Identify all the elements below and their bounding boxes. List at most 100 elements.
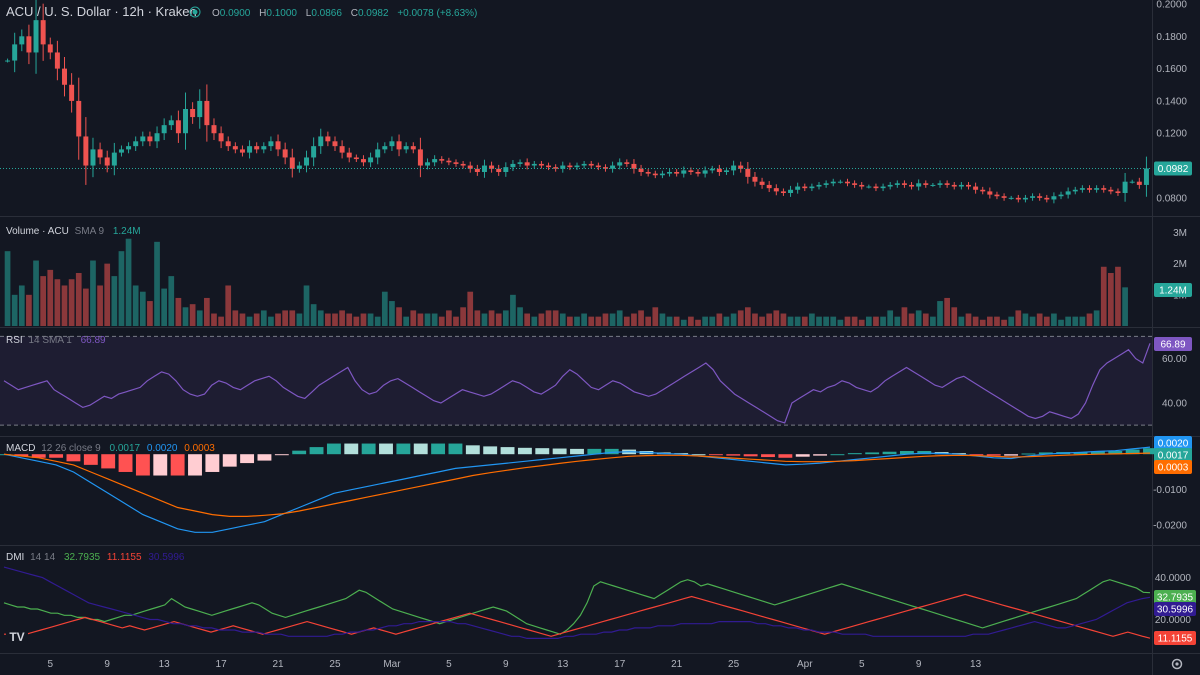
close-value: 0.0982 (358, 8, 389, 19)
candle-body (823, 183, 829, 185)
candle-body (375, 149, 381, 158)
volume-bar (289, 310, 296, 326)
candle-body (617, 162, 623, 166)
macd-histogram-bar (188, 454, 202, 476)
candle-body (745, 168, 751, 177)
volume-bar (652, 307, 659, 326)
dmi-tick-label: 40.0000 (1155, 573, 1192, 584)
candle-body (852, 183, 858, 185)
market-status-dot-icon (192, 9, 198, 15)
macd-histogram-bar (882, 451, 897, 455)
volume-bars (4, 238, 1128, 326)
macd-histogram-bar (205, 454, 220, 472)
candle-body (538, 163, 544, 166)
candle-body (346, 152, 352, 158)
candle-body (161, 125, 167, 134)
candle-body (1122, 181, 1128, 193)
volume-bar (360, 313, 367, 326)
volume-bar (403, 316, 410, 326)
candle-body (168, 120, 174, 126)
candle-body (1108, 189, 1114, 192)
volume-bar (33, 260, 39, 326)
candle-body (496, 168, 502, 172)
gear-hub (1175, 662, 1179, 666)
candle-body (759, 181, 765, 185)
macd-histogram-bar (587, 448, 602, 455)
macd-histogram-bar (830, 454, 845, 456)
candle-body (353, 157, 359, 160)
macd-tick-label: -0.0200 (1153, 521, 1187, 532)
volume-bar (1122, 287, 1128, 326)
volume-bar (1008, 316, 1015, 326)
candle-body (225, 141, 231, 147)
candle-body (403, 146, 409, 150)
candle-body (289, 157, 295, 169)
macd-histogram-bar (1038, 452, 1053, 455)
dmi-legend-text[interactable]: DMI 14 14 32.7935 11.1155 30.5996 (6, 552, 185, 563)
macd-histogram-bar (1004, 454, 1019, 456)
candle-body (873, 186, 879, 189)
volume-bar (773, 310, 780, 326)
candle-body (531, 163, 537, 166)
volume-bar (930, 316, 936, 326)
candle-body (909, 184, 915, 187)
candle-body (773, 188, 779, 192)
candle-body (1065, 191, 1071, 195)
candle-body (830, 181, 836, 184)
macd-histogram-bar (726, 454, 741, 456)
candle-body (417, 149, 423, 166)
candle-body (425, 162, 431, 166)
volume-bar (1043, 316, 1050, 326)
volume-bar (1036, 313, 1043, 326)
volume-bar (723, 316, 730, 326)
macd-histogram-bar (274, 454, 289, 456)
volume-bar (367, 313, 374, 326)
candle-body (510, 163, 516, 168)
volume-bar (595, 316, 602, 326)
macd-legend-text[interactable]: MACD 12 26 close 9 0.0017 0.0020 0.0003 (6, 443, 215, 454)
macd-histogram-bar (1090, 451, 1105, 455)
macd-histogram-bar (222, 454, 237, 467)
macd-histogram-bar (326, 443, 341, 455)
volume-bar (1108, 273, 1114, 326)
volume-bar (204, 297, 210, 326)
candle-body (624, 162, 630, 164)
volume-bar (83, 288, 89, 326)
settings-gear-icon[interactable] (1171, 658, 1183, 670)
macd-histogram-bar (813, 454, 828, 456)
volume-bar (744, 307, 751, 326)
macd-histogram-bar (483, 446, 498, 455)
candle-body (1101, 188, 1107, 190)
candle-body (524, 162, 530, 166)
volume-bar (659, 313, 666, 326)
volume-bar (246, 316, 253, 326)
market-status-icon[interactable] (189, 6, 201, 18)
volume-badge-bg (1154, 283, 1192, 297)
ohlc-values: O0.0900 H0.1000 L0.0866 C0.0982 +0.0078 … (212, 8, 477, 19)
macd-histogram-bar (257, 454, 272, 461)
volume-bar (880, 316, 886, 326)
candle-body (503, 167, 509, 172)
volume-bar (495, 313, 502, 326)
volume-bar (994, 316, 1000, 326)
candle-body (752, 176, 758, 182)
candle-body (1001, 196, 1007, 198)
candle-body (716, 168, 722, 172)
volume-legend-text[interactable]: Volume · ACU SMA 9 1.24M (6, 226, 141, 237)
open-value: 0.0900 (220, 8, 251, 19)
rsi-scale-ticks: 60.00 40.00 (1162, 354, 1187, 409)
price-tick-label: 0.2000 (1156, 0, 1187, 11)
volume-bar (787, 316, 794, 326)
time-axis[interactable]: 5 9 13 17 21 25 Mar 5 9 13 17 21 25 Apr 5 9 13 (47, 659, 981, 670)
volume-bar (168, 276, 175, 326)
symbol-title[interactable]: ACU / U. S. Dollar · 12h · Kraken (6, 4, 197, 19)
volume-bar (474, 310, 481, 326)
volume-bar (944, 297, 950, 326)
logo-text: TV (9, 630, 24, 644)
volume-bar (559, 313, 566, 326)
dmi-label: DMI (6, 552, 24, 563)
macd-histogram-bar (379, 443, 393, 455)
rsi-legend-text[interactable]: RSI 14 SMA 1 66.89 (6, 335, 106, 346)
tradingview-logo-icon[interactable]: TV (6, 628, 28, 644)
